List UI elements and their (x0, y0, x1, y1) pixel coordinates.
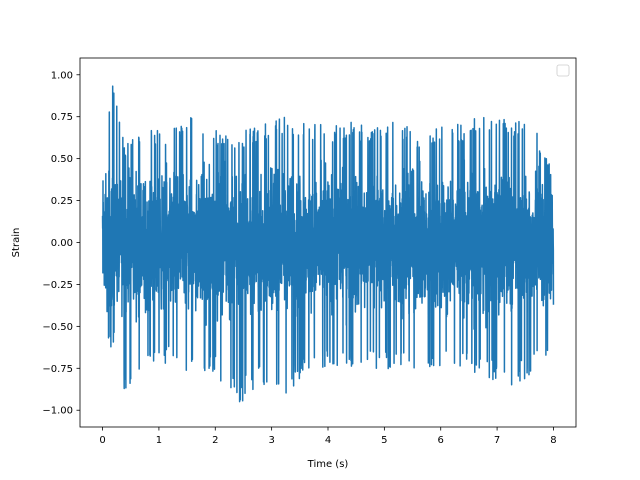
x-axis-label: Time (s) (307, 459, 349, 470)
strain-series-line (101, 85, 555, 403)
x-tick-label: 5 (381, 435, 387, 446)
y-tick-label: 0.00 (51, 238, 73, 249)
y-axis-ticks: −1.00 −0.75 −0.50 −0.25 0.00 0.25 0.50 0.75 1.00 (42, 70, 80, 417)
series-layer (101, 85, 555, 403)
x-tick-label: 2 (212, 435, 218, 446)
x-tick-label: 3 (268, 435, 274, 446)
y-tick-label: −0.25 (42, 280, 73, 291)
y-tick-label: −0.75 (42, 364, 73, 375)
y-tick-label: 0.25 (51, 196, 73, 207)
x-axis-ticks: 0 1 2 3 4 5 6 7 8 (99, 427, 557, 446)
x-tick-label: 1 (156, 435, 162, 446)
legend-box (556, 64, 570, 77)
x-tick-label: 4 (325, 435, 331, 446)
x-tick-label: 6 (438, 435, 444, 446)
y-tick-label: 0.75 (51, 112, 73, 123)
x-tick-label: 7 (494, 435, 500, 446)
y-tick-label: −1.00 (42, 406, 73, 417)
x-tick-label: 8 (550, 435, 556, 446)
y-tick-label: −0.50 (42, 322, 73, 333)
x-tick-label: 0 (99, 435, 105, 446)
y-tick-label: 1.00 (51, 70, 73, 81)
y-tick-label: 0.50 (51, 154, 73, 165)
y-axis-label: Strain (11, 228, 22, 258)
